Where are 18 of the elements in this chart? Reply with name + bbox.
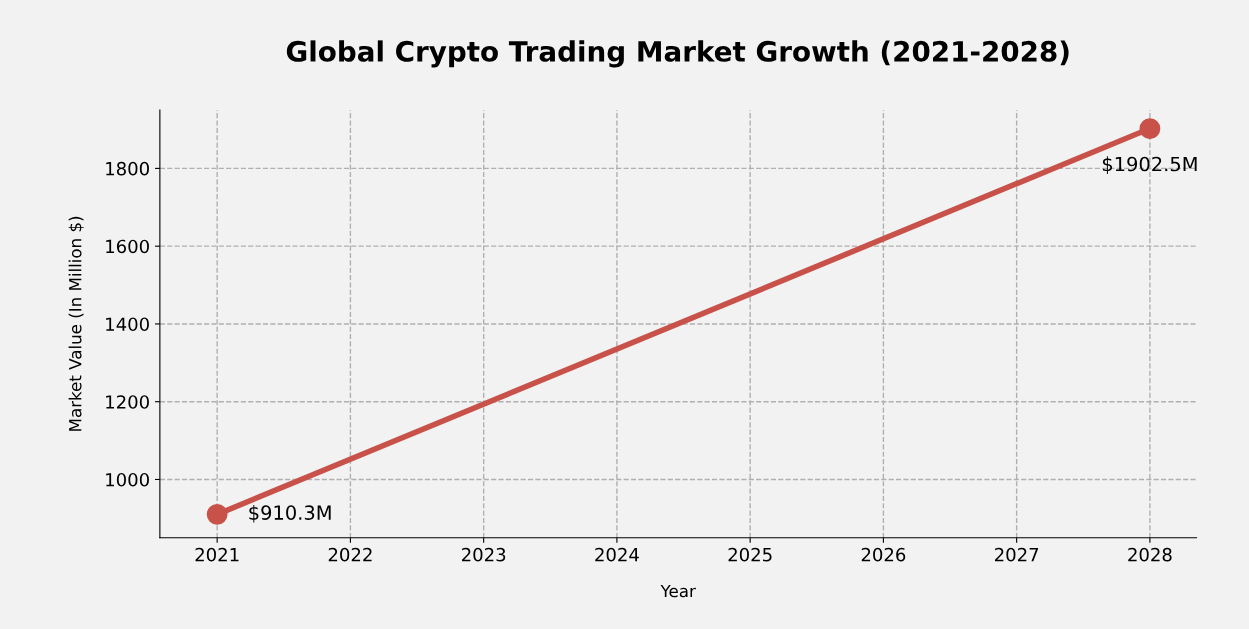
x-tick-label: 2027: [995, 547, 1039, 562]
chart-title: Global Crypto Trading Market Growth (2021-2028): [286, 40, 1069, 68]
y-tick-label: 1600: [106, 239, 149, 254]
annotation: $910.3M: [249, 504, 331, 523]
x-axis-title: Year: [660, 584, 696, 598]
x-tick-label: 2028: [1128, 547, 1172, 562]
y-axis-title: Market Value (In Million $): [68, 216, 84, 431]
x-tick-label: 2021: [195, 547, 239, 562]
y-tick-label: 1800: [106, 161, 149, 176]
y-tick-label: 1400: [106, 317, 149, 332]
annotation: $1902.5M: [1102, 156, 1197, 174]
x-tick-label: 2022: [328, 547, 372, 562]
x-tick-label: 2025: [728, 547, 772, 562]
x-tick-label: 2024: [595, 547, 639, 562]
y-tick-label: 1200: [106, 395, 149, 409]
x-tick-label: 2026: [861, 547, 906, 562]
y-tick-label: 1000: [106, 472, 149, 487]
x-tick-label: 2023: [462, 547, 506, 562]
